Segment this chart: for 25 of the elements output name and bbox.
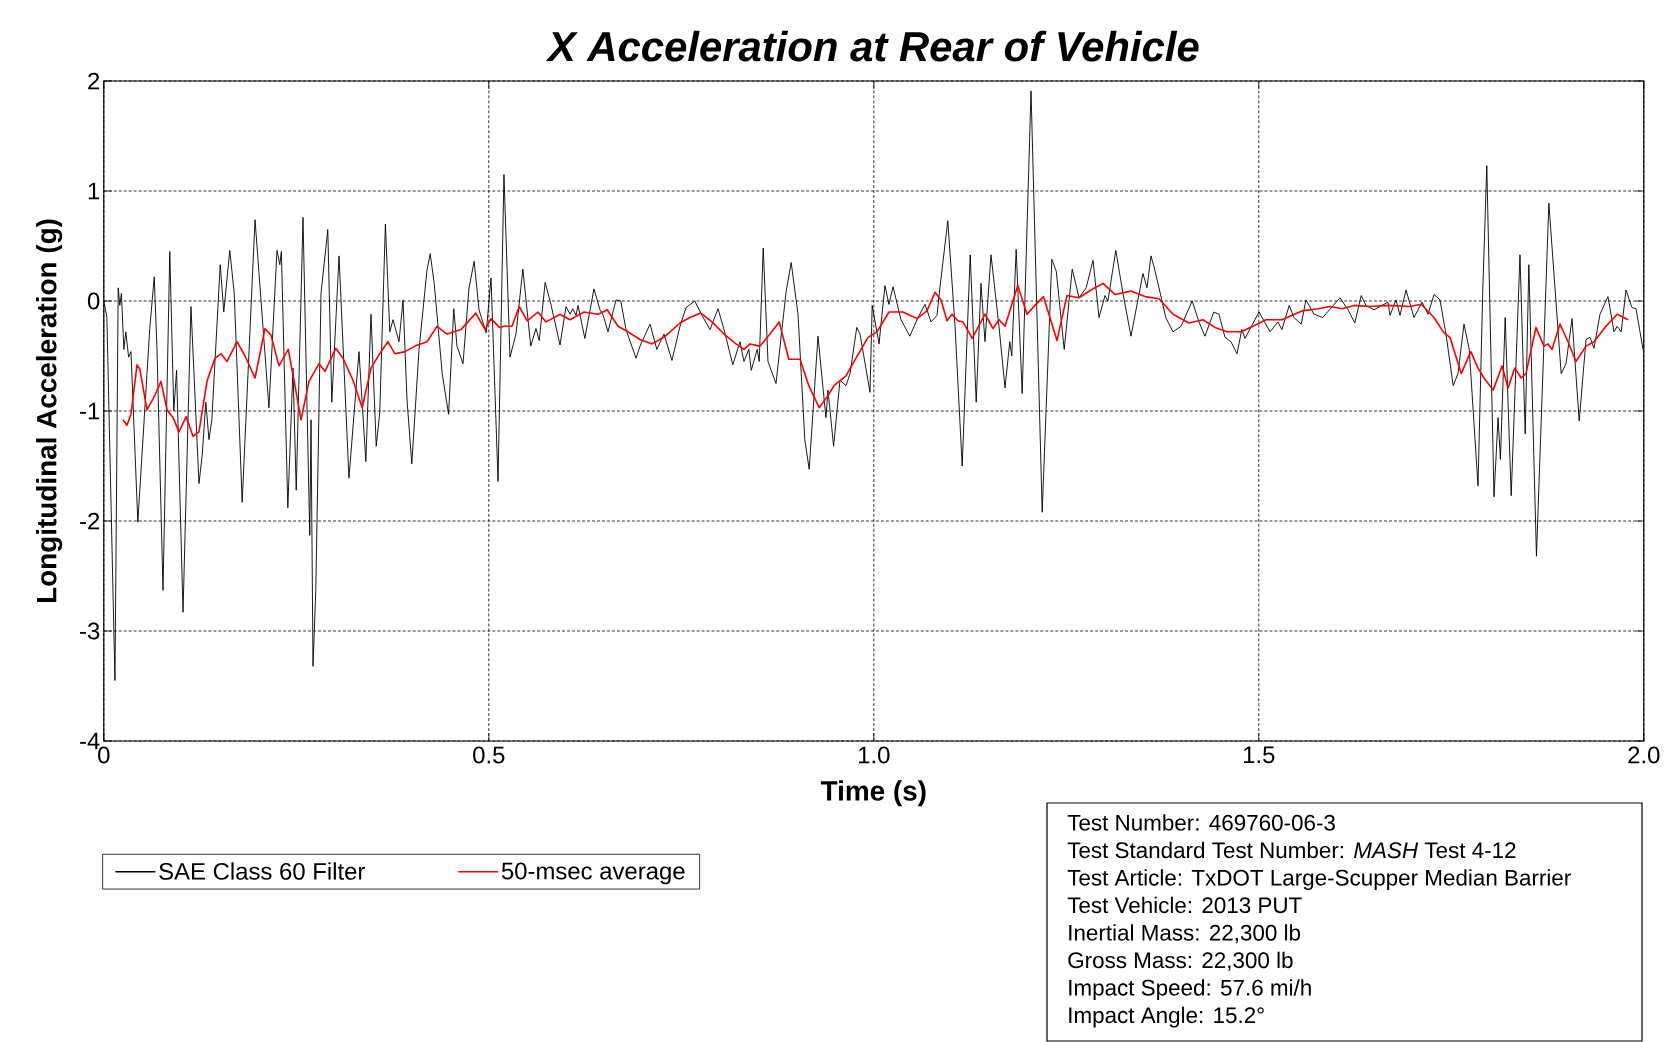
y-tick-label: 1 xyxy=(88,182,100,200)
y-tick-label: -2 xyxy=(80,512,100,530)
chart-title: X Acceleration at Rear of Vehicle xyxy=(545,30,1199,62)
y-tick-label: -1 xyxy=(80,402,100,420)
x-axis-title: Time (s) xyxy=(820,780,926,807)
text: Test Vehicle: 2013 PUT xyxy=(1067,896,1302,914)
y-tick-label: -4 xyxy=(80,732,100,750)
legend-label: SAE Class 60 Filter xyxy=(159,862,365,880)
y-tick-label: 0 xyxy=(87,292,100,310)
y-tick-label: -3 xyxy=(80,622,100,640)
x-tick-label: 0.5 xyxy=(473,746,505,764)
x-tick-label: 2.0 xyxy=(1628,746,1660,764)
legend-label: 50-msec average xyxy=(501,862,685,885)
x-tick-label: 1.0 xyxy=(859,746,890,764)
y-axis-title: Longitudinal Acceleration (g) xyxy=(36,219,63,603)
x-tick-label: 1.5 xyxy=(1244,746,1275,764)
text: Test Number: 469760-06-3 xyxy=(1067,814,1335,831)
text: Impact Angle: 15.2° xyxy=(1069,1006,1264,1028)
text: Test Standard Test Number: MASH Test 4-12 xyxy=(1067,841,1516,859)
text: Inertial Mass: 22,300 lb xyxy=(1069,924,1301,944)
line-series xyxy=(122,282,1629,438)
text: Test Article: TxDOT Large-Scupper Median Barrier xyxy=(1067,869,1571,891)
text: Gross Mass: 22,300 lb xyxy=(1068,951,1293,971)
y-tick-label: 2 xyxy=(88,72,100,90)
text: Impact Speed: 57.6 mi/h xyxy=(1069,979,1311,1001)
